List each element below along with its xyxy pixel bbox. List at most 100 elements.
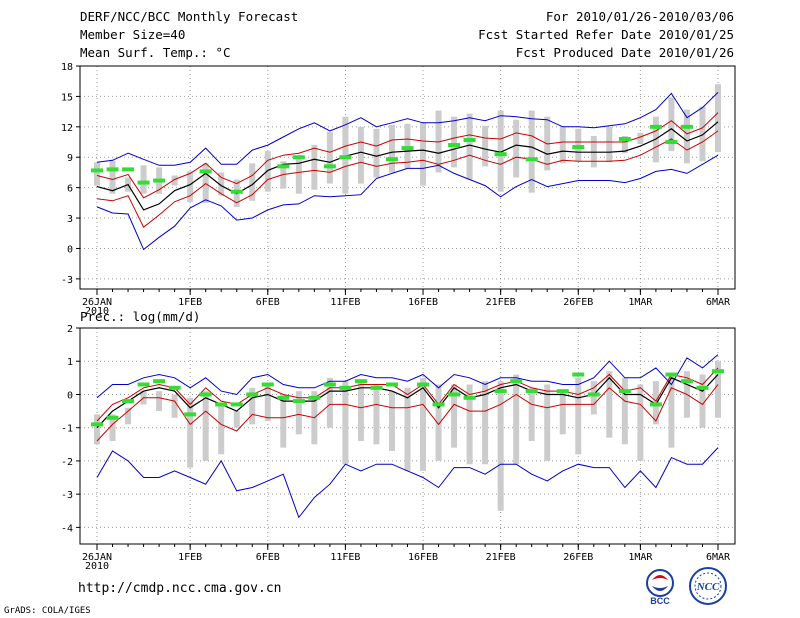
panel1-observed-mark [463, 137, 476, 142]
panel1-member-bar [171, 175, 178, 186]
panel2-member-bar [513, 374, 520, 465]
panel2-observed-mark [649, 402, 662, 407]
panel2-member-bar [125, 407, 132, 425]
panel2-member-bar [575, 377, 582, 455]
panel2-member-bar [233, 411, 240, 428]
panel2-member-bar [280, 394, 287, 448]
panel1-xtick-label: 6FEB [256, 297, 280, 308]
panel2-ytick-label: -4 [61, 523, 73, 534]
panel2-observed-mark [230, 402, 243, 407]
bcc-logo: BCC [646, 569, 674, 606]
panel2-observed-mark [246, 392, 259, 397]
panel2-xtick-label: 26FEB [563, 552, 593, 563]
panel1-member-bar [357, 126, 364, 184]
panel2-member-bar [156, 391, 163, 412]
panel1-frame [79, 65, 736, 290]
panel2-observed-mark [184, 412, 197, 417]
panel1-member-bar [388, 124, 395, 173]
panel2-member-bar [497, 381, 504, 511]
panel2-observed-mark [137, 382, 150, 387]
panel1-ytick-label: 9 [67, 153, 73, 164]
ncc-logo-text: NCC [696, 581, 720, 593]
panel2-observed-mark [696, 385, 709, 390]
panel2-member-bar [559, 391, 566, 435]
variable-label-precip: Prec.: log(mm/d) [80, 309, 201, 324]
panel2-member-bar [249, 387, 256, 425]
panel2-observed-mark [354, 379, 367, 384]
variable-label: Mean Surf. Temp.: °C [80, 45, 231, 60]
panel1-observed-mark [153, 178, 166, 183]
panel1-member-bar [621, 135, 628, 154]
panel1-observed-mark [572, 145, 585, 150]
panel2-xtick-label: 6FEB [256, 552, 280, 563]
panel2-observed-mark [385, 382, 398, 387]
panel1-xtick-label: 26JAN [82, 297, 112, 308]
panel2-member-bar [326, 377, 333, 428]
panel1-observed-mark [292, 155, 305, 160]
panel1-observed-mark [230, 189, 243, 194]
panel2-observed-mark [277, 395, 290, 400]
panel1-member-bar [466, 113, 473, 180]
panel1-line-upper [96, 112, 719, 199]
panel2-member-bar [218, 404, 225, 455]
panel1-xtick-label: 6MAR [706, 297, 731, 308]
panel1-member-bar [420, 122, 427, 186]
panel1-observed-mark [106, 167, 119, 172]
panel1-observed-mark [277, 164, 290, 169]
panel1-xtick-label: 21FEB [486, 297, 516, 308]
panel1-member-bar [249, 163, 256, 201]
panel1-line-lower [96, 130, 719, 228]
panel1-line-max [96, 92, 719, 166]
panel1-member-bar [699, 106, 706, 162]
panel1-observed-mark [649, 124, 662, 129]
panel2-member-bar [528, 387, 535, 441]
panel1-observed-mark [665, 140, 678, 145]
bcc-logo-ring [646, 569, 674, 597]
panel2-member-bar [420, 377, 427, 471]
panel1-member-bar [187, 171, 194, 202]
panel2-member-bar [466, 384, 473, 465]
panel1-xtick-label: 1MAR [628, 297, 653, 308]
panel2-ytick-label: 0 [67, 390, 73, 401]
panel1-xtick-label: 16FEB [408, 297, 438, 308]
panel2-line-lower [96, 384, 719, 442]
ncc-logo: NCC [689, 567, 727, 605]
panel1-xtick-label: 11FEB [330, 297, 360, 308]
panel1-xtick-label: 1FEB [178, 297, 202, 308]
panel2-observed-mark [308, 395, 321, 400]
panel1-observed-mark [199, 169, 212, 174]
panel1-member-bar [264, 151, 271, 192]
panel1-member-bar [94, 162, 100, 186]
panel2-line-max [96, 354, 719, 399]
panel2-observed-mark [370, 385, 383, 390]
panel1-year-label: 2010 [85, 306, 109, 317]
panel2-line-min [96, 447, 719, 519]
panel2-member-bar [606, 371, 613, 438]
panel1-observed-mark [401, 146, 414, 151]
panel1-observed-mark [525, 157, 538, 162]
member-size-label: Member Size=40 [80, 27, 186, 42]
panel2-ytick-label: 1 [67, 357, 73, 368]
panel1-member-bar [528, 110, 535, 193]
panel2-member-bar [621, 377, 628, 445]
panel1-observed-mark [137, 180, 150, 185]
panel1-member-bar [637, 132, 644, 145]
panel1-observed-mark [448, 143, 461, 148]
panel2-member-bar [668, 374, 675, 448]
panel2-member-bar [388, 391, 395, 451]
panel1-member-bar [513, 119, 520, 178]
panel2-ytick-label: -3 [61, 490, 73, 501]
panel1-member-bar [497, 110, 504, 192]
bcc-logo-swirl-blue [652, 586, 668, 591]
panel1-member-bar [109, 160, 116, 194]
panel2-observed-mark [323, 382, 336, 387]
panel2-observed-mark [556, 389, 569, 394]
panel2-observed-mark [292, 399, 305, 404]
panel2-member-bar [295, 391, 302, 435]
ncc-logo-ring [689, 567, 727, 605]
panel1-member-bar [404, 123, 411, 169]
panel2-member-bar [373, 384, 380, 445]
source-url[interactable]: http://cmdp.ncc.cma.gov.cn [78, 581, 282, 596]
panel2-member-bar [637, 384, 644, 461]
